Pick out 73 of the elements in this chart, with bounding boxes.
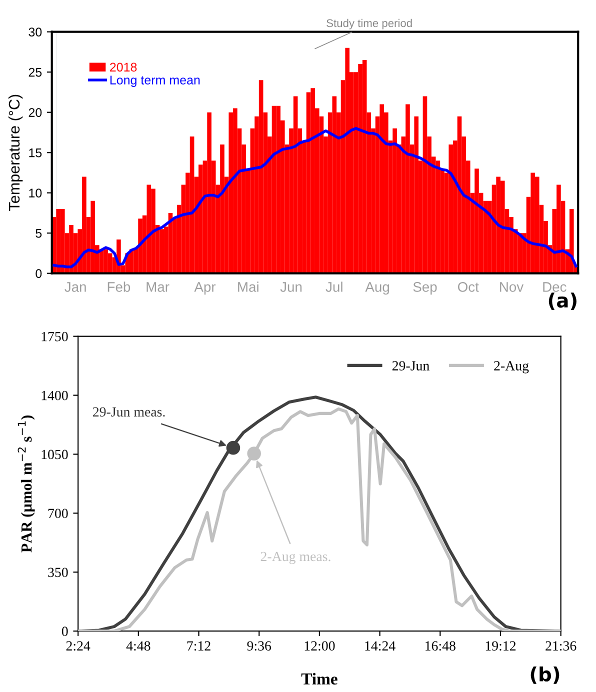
x-tick-label: 14:24 xyxy=(365,641,396,651)
legend-label: 29-Jun xyxy=(392,361,430,370)
bar xyxy=(272,106,276,274)
bar xyxy=(220,144,224,274)
x-tick-label: Nov xyxy=(500,282,524,292)
y-tick-label: 700 xyxy=(48,508,68,518)
y-tick-label: 5 xyxy=(36,229,42,238)
bar xyxy=(422,96,428,274)
legend-label: 2-Aug xyxy=(494,361,529,374)
x-tick-label: 9:36 xyxy=(247,641,272,651)
x-tick-label: 21:36 xyxy=(546,641,576,651)
y-tick-label: 0 xyxy=(62,626,68,636)
bar xyxy=(534,176,540,274)
bar xyxy=(160,229,164,274)
legend-label: Long term mean xyxy=(110,76,200,87)
bar xyxy=(436,160,440,274)
annotation: 2-Aug meas. xyxy=(260,552,330,564)
bar xyxy=(258,80,264,274)
bar xyxy=(108,253,112,274)
x-axis-title: Time xyxy=(301,672,338,685)
y-tick-label: 15 xyxy=(29,148,42,158)
x-tick-label: Mai xyxy=(238,282,258,292)
bar xyxy=(104,249,108,274)
x-tick-label: 7:12 xyxy=(187,641,210,651)
bar xyxy=(60,208,65,274)
x-tick-label: Sep xyxy=(413,282,437,295)
y-tick-label: 20 xyxy=(28,108,42,117)
y-tick-label: 10 xyxy=(29,188,42,198)
y-tick-label: 0 xyxy=(36,269,42,278)
bar xyxy=(306,92,311,274)
bar xyxy=(332,96,337,274)
y-tick-label: 1050 xyxy=(42,450,68,460)
text: (b) xyxy=(530,666,560,684)
x-tick-label: Oct xyxy=(458,282,479,292)
bar xyxy=(228,112,234,274)
y-tick-label: 1750 xyxy=(42,332,68,342)
x-tick-label: 16:48 xyxy=(426,641,456,651)
x-tick-label: Dec xyxy=(543,282,566,292)
x-tick-label: Mar xyxy=(146,282,170,292)
x-tick-label: 4:48 xyxy=(126,641,150,651)
bar xyxy=(406,104,410,274)
y-tick-label: 350 xyxy=(48,568,68,578)
x-tick-label: 19:12 xyxy=(486,641,516,651)
bar xyxy=(380,104,384,274)
y-tick-label: 1400 xyxy=(42,390,68,400)
text: (a) xyxy=(548,292,576,310)
legend-label: 2018 xyxy=(110,62,137,72)
x-tick-label: Feb xyxy=(108,282,130,292)
x-tick-label: 12:00 xyxy=(304,641,335,651)
text: Study time period xyxy=(326,18,412,30)
bar xyxy=(69,225,74,274)
x-tick-label: Aug xyxy=(365,282,389,295)
line-series xyxy=(52,127,578,268)
annotation: 29-Jun meas. xyxy=(93,407,165,417)
bar xyxy=(151,188,156,274)
x-tick-label: Jun xyxy=(280,282,302,292)
x-tick-label: 2:24 xyxy=(66,641,90,651)
y-axis-title: PAR (µmol m$^{−2}$ s$^{−1}$) xyxy=(18,416,35,552)
y-axis-title: Temperature (°C) xyxy=(8,94,23,211)
bar xyxy=(190,136,194,274)
bar xyxy=(474,168,479,274)
x-tick-label: Jul xyxy=(326,282,342,292)
y-tick-label: 25 xyxy=(28,68,42,77)
bar xyxy=(293,96,298,274)
bar xyxy=(448,144,454,274)
y-tick-label: 30 xyxy=(28,28,42,36)
bar xyxy=(362,60,367,274)
bar xyxy=(569,208,574,274)
bar xyxy=(500,180,505,274)
bar xyxy=(414,116,419,274)
x-tick-label: Jan xyxy=(64,282,86,292)
x-tick-label: Apr xyxy=(194,282,216,295)
bar xyxy=(518,233,522,274)
